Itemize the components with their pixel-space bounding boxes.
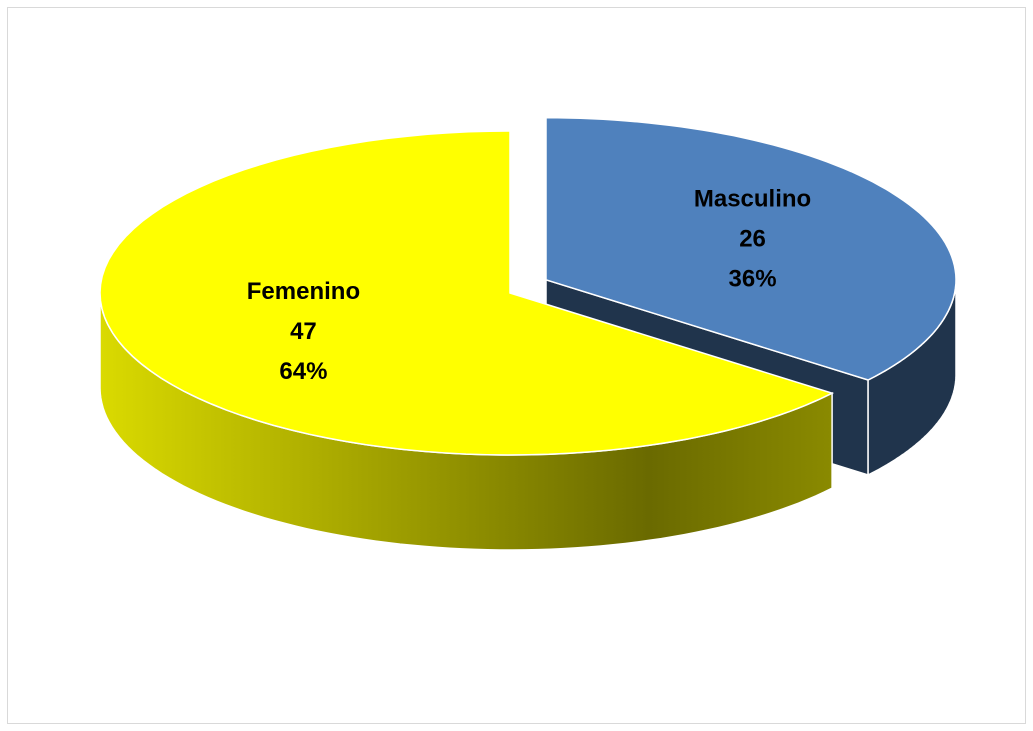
data-label-value: 47 bbox=[290, 318, 317, 345]
slice bbox=[99, 130, 835, 456]
data-label-percent: 64% bbox=[279, 358, 327, 385]
data-label-name: Masculino bbox=[694, 185, 811, 212]
data-label-value: 26 bbox=[739, 225, 766, 252]
data-label-percent: 36% bbox=[729, 265, 777, 292]
data-label-name: Femenino bbox=[247, 278, 360, 305]
slice bbox=[545, 117, 957, 381]
